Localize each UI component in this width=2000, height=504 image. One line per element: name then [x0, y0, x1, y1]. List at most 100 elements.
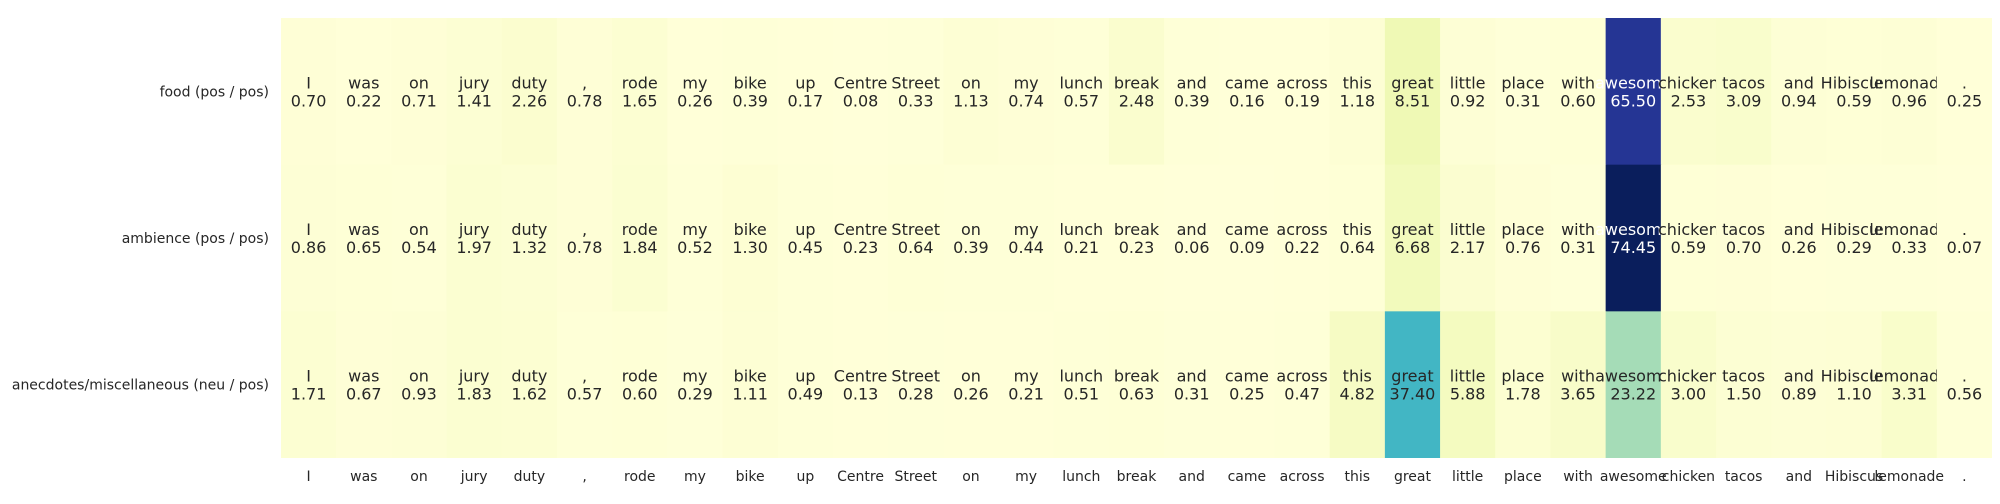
- cell-value-label: 0.21: [1063, 238, 1099, 257]
- cell-token-label: jury: [458, 73, 490, 92]
- heatmap-cell-rect: [1936, 311, 1992, 458]
- heatmap-cell-rect: [391, 18, 448, 166]
- cell-token-label: and: [1177, 220, 1207, 239]
- cell-value-label: 2.53: [1671, 91, 1707, 110]
- x-tick-label-i: I: [307, 469, 311, 485]
- cell-value-label: 0.94: [1781, 91, 1817, 110]
- cell-token-label: ,: [582, 73, 587, 92]
- x-tick-label-up: up: [796, 469, 814, 485]
- heatmap-cell-rect: [1605, 18, 1662, 166]
- heatmap-cell-rect: [1716, 18, 1772, 166]
- cell-value-label: 0.93: [401, 385, 437, 404]
- cell-value-label: 0.25: [1947, 91, 1983, 110]
- cell-value-label: 1.71: [291, 385, 327, 404]
- cell-value-label: 0.45: [788, 238, 824, 257]
- heatmap-cell-1-30: .0.07: [1936, 164, 1992, 312]
- heatmap-cell-rect: [888, 164, 944, 312]
- x-tick-label-chicken: chicken: [1662, 469, 1715, 485]
- cell-value-label: 0.31: [1560, 238, 1596, 257]
- cell-token-label: Centre: [834, 220, 888, 239]
- heatmap-cell-1-2: on0.54: [391, 164, 448, 312]
- cell-value-label: 0.56: [1947, 385, 1983, 404]
- cell-token-label: chicken: [1658, 367, 1719, 386]
- cell-token-label: on: [961, 220, 981, 239]
- heatmap-cell-rect: [943, 164, 1000, 312]
- row-label-1: ambience (pos / pos): [122, 231, 269, 247]
- cell-value-label: 1.62: [512, 385, 548, 404]
- cell-token-label: little: [1450, 220, 1486, 239]
- cell-token-label: tacos: [1722, 367, 1765, 386]
- cell-value-label: 0.31: [1174, 385, 1210, 404]
- row-label-0: food (pos / pos): [160, 84, 269, 100]
- heatmap-cell-rect: [1826, 164, 1883, 312]
- cell-value-label: 0.64: [1339, 238, 1375, 257]
- heatmap-cell-2-12: on0.26: [943, 311, 1000, 458]
- heatmap-cell-rect: [1108, 18, 1165, 166]
- cell-token-label: tacos: [1722, 220, 1765, 239]
- x-tick-label-this: this: [1345, 469, 1371, 485]
- heatmap-cell-rect: [1274, 164, 1331, 312]
- cell-token-label: break: [1114, 220, 1160, 239]
- cell-value-label: 4.82: [1339, 385, 1375, 404]
- cell-token-label: place: [1501, 73, 1544, 92]
- cell-token-label: place: [1501, 220, 1544, 239]
- cell-token-label: rode: [622, 367, 658, 386]
- cell-token-label: rode: [622, 220, 658, 239]
- cell-value-label: 1.83: [456, 385, 492, 404]
- cell-token-label: little: [1450, 73, 1486, 92]
- heatmap-cell-rect: [391, 311, 448, 458]
- heatmap-cell-0-7: my0.26: [667, 18, 724, 166]
- cell-token-label: was: [348, 73, 379, 92]
- cell-value-label: 0.67: [346, 385, 382, 404]
- heatmap-cell-rect: [777, 311, 834, 458]
- heatmap-cell-0-2: on0.71: [391, 18, 448, 166]
- heatmap-cell-1-0: I0.86: [281, 164, 337, 312]
- heatmap-cell-rect: [336, 311, 392, 458]
- cell-value-label: 0.49: [788, 385, 824, 404]
- cell-token-label: Street: [891, 220, 940, 239]
- cell-value-label: 0.59: [1671, 238, 1707, 257]
- heatmap-cell-rect: [336, 18, 392, 166]
- cell-token-label: and: [1784, 220, 1814, 239]
- heatmap-cell-rect: [391, 164, 448, 312]
- x-tick-label-tacos: tacos: [1725, 469, 1763, 485]
- cell-value-label: 0.26: [953, 385, 989, 404]
- x-tick-label-my: my: [684, 469, 706, 485]
- x-tick-label-little: little: [1452, 469, 1483, 485]
- cell-value-label: 65.50: [1610, 91, 1656, 110]
- cell-value-label: 0.28: [898, 385, 934, 404]
- cell-value-label: 0.08: [843, 91, 879, 110]
- cell-token-label: Hibiscus: [1821, 367, 1888, 386]
- cell-token-label: duty: [511, 73, 547, 92]
- cell-token-label: on: [409, 367, 429, 386]
- cell-token-label: Hibiscus: [1821, 73, 1888, 92]
- cell-token-label: lemonade: [1869, 367, 1949, 386]
- cell-token-label: this: [1343, 220, 1372, 239]
- cell-token-label: with: [1561, 220, 1595, 239]
- cell-value-label: 0.06: [1174, 238, 1210, 257]
- cell-value-label: 1.18: [1339, 91, 1375, 110]
- heatmap-cell-rect: [943, 311, 1000, 458]
- cell-value-label: 0.78: [567, 238, 603, 257]
- heatmap-cell-rect: [1771, 18, 1828, 166]
- cell-value-label: 0.16: [1229, 91, 1265, 110]
- x-tick-label-my: my: [1015, 469, 1037, 485]
- cell-token-label: lunch: [1059, 220, 1103, 239]
- heatmap-cell-rect: [1936, 164, 1992, 312]
